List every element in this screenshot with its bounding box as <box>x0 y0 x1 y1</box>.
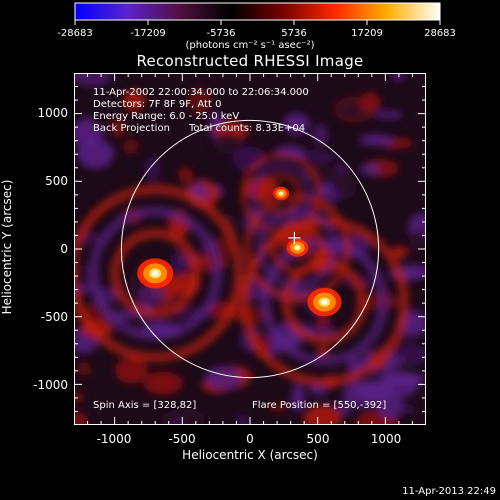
x-tick-label: 0 <box>246 432 254 446</box>
colorbar-tick-label: -17209 <box>130 28 166 39</box>
y-tick-label: -500 <box>40 310 68 324</box>
colorbar-tick-label: 28683 <box>424 28 456 39</box>
rhessi-image-map <box>74 73 426 425</box>
image-plot: 11-Apr-2002 22:00:34.000 to 22:06:34.000… <box>74 73 426 425</box>
colorbar-gradient <box>74 2 441 21</box>
x-axis-label: Heliocentric X (arcsec) <box>182 448 318 462</box>
y-tick-label: -1000 <box>33 378 68 392</box>
x-tick-label: -500 <box>168 432 196 446</box>
method-counts-info: Back Projection Total counts: 8.33E+04 <box>93 123 306 134</box>
detectors-info: Detectors: 7F 8F 9F, Att 0 <box>93 99 222 110</box>
colorbar-tick-label: -5736 <box>206 28 236 39</box>
xray-source <box>273 186 290 201</box>
colorbar <box>74 2 441 25</box>
spin-axis-label: Spin Axis = [328,82] <box>93 400 197 411</box>
xray-source <box>307 287 342 317</box>
observation-time-range: 11-Apr-2002 22:00:34.000 to 22:06:34.000 <box>93 87 309 98</box>
y-tick-label: 1000 <box>37 106 68 120</box>
x-tick-label: 500 <box>306 432 330 446</box>
colorbar-tick-label: 17209 <box>351 28 383 39</box>
xray-source <box>137 258 174 289</box>
xray-source <box>286 238 309 257</box>
flare-position-label: Flare Position = [550,-392] <box>252 400 387 411</box>
colorbar-tick-label: 5736 <box>281 28 307 39</box>
y-tick-label: 500 <box>45 174 68 188</box>
energy-range-info: Energy Range: 6.0 - 25.0 keV <box>93 111 240 122</box>
y-tick-label: 0 <box>60 242 68 256</box>
x-tick-label: 1000 <box>370 432 402 446</box>
colorbar-tick-label: -28683 <box>57 28 93 39</box>
spin-axis-cross-marker <box>288 231 301 244</box>
colorbar-units: (photons cm⁻² s⁻¹ asec⁻²) <box>185 40 315 51</box>
y-axis-label: Heliocentric Y (arcsec) <box>0 179 14 315</box>
generation-timestamp: 11-Apr-2013 22:49 <box>402 486 496 497</box>
x-tick-label: -1000 <box>96 432 132 446</box>
plot-title: Reconstructed RHESSI Image <box>136 52 364 70</box>
solar-limb-circle <box>120 119 380 379</box>
